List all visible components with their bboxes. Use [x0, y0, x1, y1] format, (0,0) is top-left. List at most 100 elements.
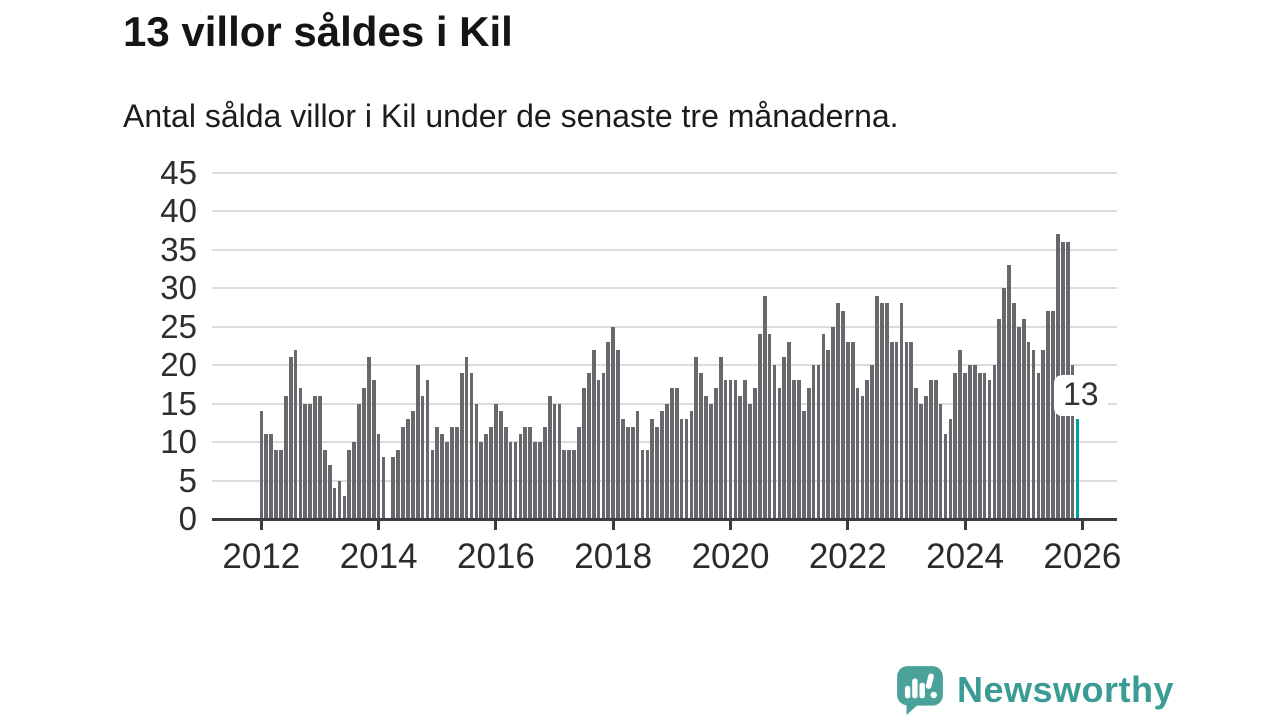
- y-axis-label-10: 10: [160, 423, 197, 460]
- bar: [821, 334, 826, 519]
- bar: [889, 341, 894, 519]
- bar: [748, 403, 752, 519]
- newsworthy-brand: Newsworthy: [895, 664, 1174, 716]
- bar: [660, 411, 664, 519]
- x-axis-tick-2016: [494, 520, 498, 530]
- bar: [1016, 326, 1021, 519]
- bar: [665, 403, 669, 519]
- bar: [332, 488, 337, 519]
- bar: [601, 372, 606, 519]
- bar: [792, 380, 796, 519]
- bar: [259, 411, 264, 519]
- bar: [450, 426, 454, 519]
- bar: [860, 395, 865, 519]
- bar: [626, 426, 630, 519]
- bar: [831, 326, 835, 519]
- page-title: 13 villor såldes i Kil: [123, 8, 513, 55]
- bar: [464, 357, 469, 519]
- bar: [699, 372, 704, 519]
- y-axis-label-15: 15: [160, 384, 197, 422]
- bar: [533, 442, 537, 519]
- x-axis-label-2014: 2014: [339, 537, 418, 576]
- bar: [577, 426, 581, 519]
- bar: [523, 426, 528, 519]
- bar: [591, 349, 596, 519]
- x-axis-tick-2020: [729, 520, 732, 530]
- bar: [679, 418, 684, 519]
- bar: [498, 411, 503, 519]
- bar: [841, 311, 845, 519]
- bar: [694, 357, 699, 519]
- bar: [982, 372, 987, 519]
- bar: [811, 365, 816, 519]
- bar: [528, 426, 532, 519]
- bar: [1002, 288, 1006, 519]
- bar: [288, 357, 293, 519]
- bar: [313, 395, 317, 519]
- bar: [1046, 311, 1050, 519]
- bar: [728, 380, 733, 519]
- bar: [855, 388, 860, 519]
- bar: [885, 303, 889, 519]
- bar: [870, 365, 875, 519]
- bar: [396, 449, 401, 519]
- bar: [352, 442, 357, 519]
- bar: [929, 380, 933, 519]
- bar: [611, 326, 616, 519]
- bar: [772, 365, 777, 519]
- bar: [518, 434, 523, 519]
- bar: [1012, 303, 1016, 519]
- bar: [582, 388, 586, 519]
- bar: [767, 334, 772, 519]
- bar: [899, 303, 904, 519]
- bar: [371, 380, 376, 519]
- bar: [264, 434, 269, 519]
- bar: [274, 449, 278, 519]
- bar: [787, 341, 791, 519]
- bar: [943, 434, 948, 519]
- bar: [411, 411, 415, 519]
- newsworthy-brand-text: Newsworthy: [957, 669, 1175, 710]
- gridline-y-25: [212, 325, 1117, 328]
- x-axis-label-2018: 2018: [574, 537, 653, 576]
- bar: [596, 380, 601, 519]
- bar: [474, 403, 479, 519]
- bar: [963, 372, 967, 519]
- bar: [513, 442, 518, 519]
- bar: [924, 395, 928, 519]
- bar: [415, 365, 420, 519]
- bar: [914, 388, 919, 519]
- gridline-y-5: [212, 479, 1117, 482]
- bar: [318, 395, 322, 519]
- bar: [279, 449, 283, 519]
- bar: [298, 388, 303, 519]
- bar: [816, 365, 821, 519]
- bar: [542, 426, 547, 519]
- bar: [323, 449, 327, 519]
- x-axis-label-2026: 2026: [1043, 537, 1122, 576]
- bar: [440, 434, 444, 519]
- bar: [948, 418, 953, 519]
- bar: [479, 442, 484, 519]
- bar: [562, 449, 567, 519]
- bar: [484, 434, 488, 519]
- y-axis-label-20: 20: [160, 346, 197, 383]
- bar: [723, 380, 728, 519]
- x-axis-label-2016: 2016: [456, 537, 535, 576]
- bar: [904, 341, 909, 519]
- bar: [567, 449, 572, 519]
- gridline-y-45: [212, 171, 1117, 174]
- bar: [645, 449, 650, 519]
- bar: [420, 395, 425, 519]
- y-axis-label-30: 30: [160, 269, 197, 306]
- bar: [430, 449, 435, 519]
- bar: [845, 341, 850, 519]
- x-axis-tick-2018: [611, 520, 615, 530]
- bar: [836, 303, 840, 519]
- x-axis-tick-2012: [259, 520, 263, 530]
- x-axis-tick-2022: [846, 520, 850, 530]
- bar: [797, 380, 801, 519]
- bar: [894, 341, 899, 519]
- bar: [968, 365, 972, 519]
